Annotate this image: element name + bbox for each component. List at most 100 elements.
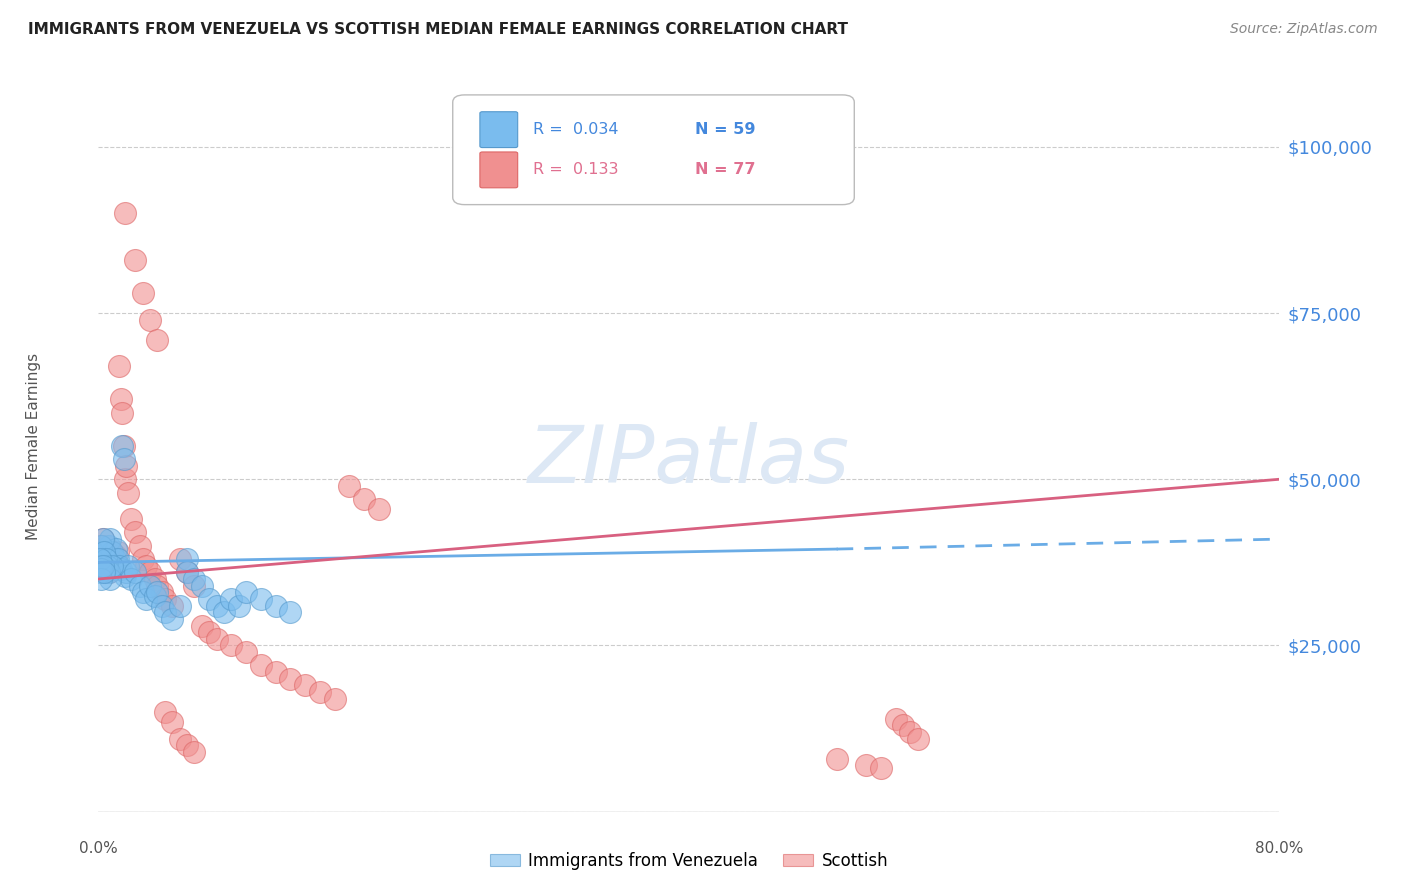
Point: [91, 545, 114, 559]
FancyBboxPatch shape: [479, 112, 517, 147]
Text: R =  0.133: R = 0.133: [533, 162, 619, 177]
Point: [869, 762, 891, 776]
Point: [112, 452, 135, 467]
Point: [100, 545, 122, 559]
Point: [89, 558, 111, 573]
Point: [96, 552, 118, 566]
Point: [855, 758, 877, 772]
Point: [90, 539, 112, 553]
Point: [120, 512, 142, 526]
Point: [907, 731, 929, 746]
Point: [90, 549, 112, 563]
Point: [94, 549, 117, 563]
Point: [219, 639, 242, 653]
Point: [146, 333, 169, 347]
Point: [353, 492, 375, 507]
Point: [97, 566, 120, 580]
Point: [205, 599, 228, 613]
FancyBboxPatch shape: [479, 152, 517, 188]
Point: [153, 605, 176, 619]
Point: [89, 545, 111, 559]
Point: [111, 439, 134, 453]
Point: [98, 558, 121, 573]
Point: [368, 502, 391, 516]
Text: ZIPatlas: ZIPatlas: [527, 422, 851, 500]
Point: [91, 532, 114, 546]
Point: [891, 718, 914, 732]
Point: [250, 658, 273, 673]
Text: 80.0%: 80.0%: [1256, 841, 1303, 856]
Point: [103, 558, 125, 573]
Point: [98, 532, 121, 546]
Point: [884, 712, 907, 726]
Point: [198, 591, 221, 606]
Point: [309, 685, 332, 699]
Point: [98, 552, 121, 566]
Point: [235, 645, 257, 659]
Point: [104, 552, 127, 566]
Point: [96, 545, 118, 559]
Point: [135, 558, 157, 573]
Point: [169, 552, 191, 566]
Point: [100, 545, 122, 559]
Text: N = 77: N = 77: [695, 162, 755, 177]
Point: [107, 545, 129, 559]
Point: [183, 572, 205, 586]
Point: [89, 558, 111, 573]
Point: [100, 555, 122, 569]
Point: [825, 751, 848, 765]
Point: [146, 579, 169, 593]
Point: [112, 439, 135, 453]
Point: [110, 562, 132, 576]
Point: [198, 625, 221, 640]
Point: [90, 539, 112, 553]
Point: [176, 566, 198, 580]
Point: [212, 605, 235, 619]
Point: [90, 545, 112, 559]
Point: [107, 552, 129, 566]
Point: [339, 479, 360, 493]
Point: [124, 525, 146, 540]
Point: [278, 672, 302, 686]
Point: [169, 731, 191, 746]
Point: [143, 589, 166, 603]
Point: [162, 714, 183, 729]
Point: [205, 632, 228, 646]
Text: R =  0.034: R = 0.034: [533, 122, 619, 136]
Text: N = 59: N = 59: [695, 122, 755, 136]
Point: [105, 542, 128, 557]
Point: [93, 545, 115, 559]
Point: [93, 549, 115, 563]
Point: [132, 286, 155, 301]
Point: [108, 558, 131, 573]
Point: [91, 555, 114, 569]
Point: [90, 572, 112, 586]
Point: [150, 599, 173, 613]
Point: [132, 585, 155, 599]
Point: [105, 549, 128, 563]
Point: [264, 599, 287, 613]
Point: [89, 566, 111, 580]
Point: [89, 552, 111, 566]
Point: [96, 558, 118, 573]
Point: [110, 392, 132, 407]
Legend: Immigrants from Venezuela, Scottish: Immigrants from Venezuela, Scottish: [484, 846, 894, 877]
Point: [120, 572, 142, 586]
Point: [250, 591, 273, 606]
Point: [235, 585, 257, 599]
Point: [104, 558, 127, 573]
Point: [153, 705, 176, 719]
Point: [114, 472, 136, 486]
Point: [89, 552, 111, 566]
Text: Source: ZipAtlas.com: Source: ZipAtlas.com: [1230, 22, 1378, 37]
Point: [94, 539, 117, 553]
Point: [323, 691, 346, 706]
Point: [117, 485, 139, 500]
Point: [153, 591, 176, 606]
Point: [191, 618, 214, 632]
Point: [114, 206, 136, 220]
FancyBboxPatch shape: [453, 95, 855, 204]
Point: [117, 558, 139, 573]
Point: [108, 359, 131, 374]
Text: Median Female Earnings: Median Female Earnings: [25, 352, 41, 540]
